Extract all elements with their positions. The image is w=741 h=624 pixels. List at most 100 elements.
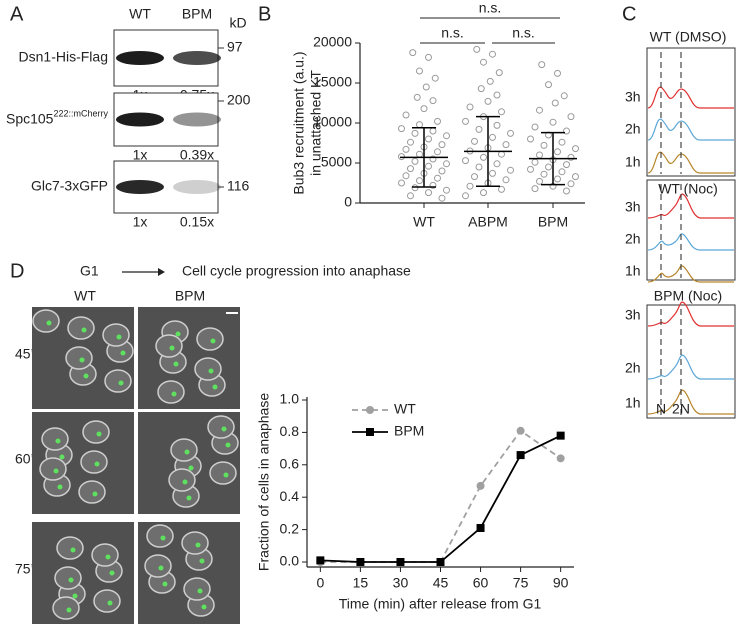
fluorescent-spot (221, 426, 227, 432)
x-tick-label: BPM (538, 214, 568, 230)
data-point (540, 170, 548, 178)
blot-label-sup: 222::mCherry (53, 109, 108, 119)
unit-label: kD (229, 15, 246, 31)
fluorescent-spot (94, 461, 100, 467)
row-label: 2h (625, 121, 641, 137)
data-point (567, 180, 575, 188)
fluorescent-spot (201, 604, 207, 610)
histogram-curve (647, 265, 734, 283)
fluorescent-spot (55, 438, 61, 444)
row-label: 2h (625, 231, 641, 247)
data-point (476, 523, 485, 532)
cell (104, 369, 132, 393)
fluorescent-spot (223, 472, 229, 478)
data-point (489, 133, 496, 141)
y-tick-label: 1.0 (280, 391, 300, 407)
row-label: 3h (625, 307, 641, 323)
fluorescent-spot (169, 345, 175, 351)
cell (196, 327, 224, 351)
cell (32, 309, 60, 333)
data-point (507, 129, 514, 137)
marker-label: 200 (227, 92, 251, 108)
panel-a: A WT BPM kD (10, 3, 247, 30)
cell (93, 589, 121, 613)
data-point (411, 184, 419, 192)
data-point (572, 145, 579, 153)
data-point (545, 81, 552, 89)
row-label: 3h (625, 89, 641, 105)
data-point (531, 123, 539, 131)
cell (39, 457, 67, 481)
fluorescent-spot (57, 484, 63, 490)
x-label: N (656, 401, 666, 417)
x-label: 2N (672, 401, 690, 417)
column-label: WT (129, 6, 151, 22)
blot-band (116, 51, 164, 65)
data-point (356, 558, 365, 566)
data-point (480, 153, 487, 161)
cell (80, 450, 108, 474)
data-point (554, 148, 561, 156)
data-point (416, 150, 423, 158)
histogram-curve (647, 86, 734, 109)
fluorescent-spot (188, 465, 194, 471)
cell (91, 543, 119, 567)
data-point (438, 194, 446, 202)
data-point (477, 85, 485, 93)
data-point (498, 185, 505, 193)
data-point (502, 141, 510, 149)
blot-band (173, 112, 221, 127)
time-label: 75’ (15, 561, 34, 577)
y-axis-label: Bub3 recruitment (a.u.) (291, 51, 307, 194)
blot-band (116, 112, 164, 127)
blot-label: Glc7-3xGFP (31, 178, 108, 194)
fluorescent-spot (53, 468, 59, 474)
column-label: BPM (182, 6, 212, 22)
fluorescent-spot (195, 542, 201, 548)
data-point (407, 138, 414, 146)
fluorescent-spot (92, 491, 98, 497)
panel-letter: D (10, 260, 24, 282)
blot-band (116, 180, 164, 194)
data-point (480, 58, 487, 66)
fluorescent-spot (199, 558, 205, 564)
cell (146, 524, 174, 548)
ratio-label: 1x (133, 214, 148, 230)
data-point (466, 103, 474, 111)
data-point (545, 163, 552, 171)
data-point (438, 167, 446, 175)
fluorescent-spot (173, 361, 179, 367)
fluorescent-spot (59, 454, 65, 460)
significance-label: n.s. (479, 0, 502, 16)
cell (67, 316, 95, 340)
fluorescent-spot (79, 357, 85, 363)
significance-label: n.s. (512, 25, 535, 41)
cell (181, 531, 209, 555)
y-tick-label: 0.4 (280, 488, 300, 504)
time-label: 60’ (15, 451, 34, 467)
series-line (320, 429, 562, 563)
ratio-label: 1x (133, 147, 148, 163)
y-tick-label: 10000 (313, 114, 352, 130)
data-point (563, 161, 570, 169)
data-point (536, 177, 543, 185)
data-point (554, 175, 561, 183)
data-point (558, 168, 566, 176)
data-point (556, 454, 565, 463)
legend-label: WT (394, 401, 416, 417)
panel-letter: A (10, 3, 24, 25)
data-point (495, 69, 503, 77)
data-point (554, 69, 561, 77)
cell (144, 554, 172, 578)
marker-label: 116 (227, 178, 250, 194)
data-point (572, 173, 579, 181)
group-title: BPM (Noc) (654, 288, 722, 304)
data-point (402, 145, 410, 153)
blot-band (173, 180, 221, 194)
data-point (536, 151, 543, 159)
cell (170, 438, 198, 462)
row-label: 2h (625, 360, 641, 376)
data-point (507, 166, 514, 174)
fluorescent-spot (107, 600, 113, 606)
